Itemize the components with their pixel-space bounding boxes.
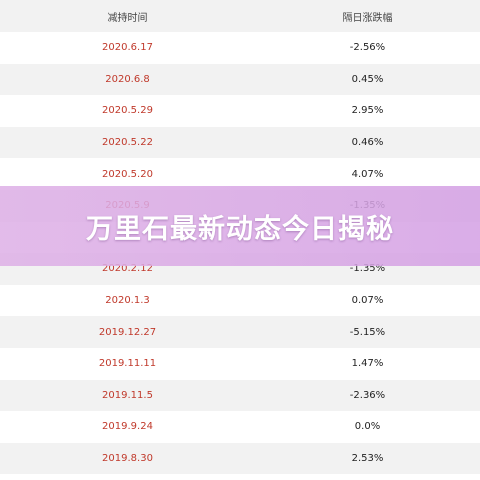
row-date: 2020.6.8 (105, 73, 150, 85)
header-next-day-change: 隔日涨跌幅 (342, 12, 393, 24)
row-date: 2020.2.12 (102, 263, 153, 275)
table-row: 2020.5.29 2.95% (0, 95, 480, 127)
table-row: 2019.11.11 1.47% (0, 347, 480, 380)
row-change: 4.07% (351, 168, 384, 180)
row-change: 0.0% (354, 421, 381, 433)
row-change: -2.56% (349, 42, 386, 54)
row-change: 2.53% (351, 453, 384, 465)
table-row: 2019.11.5 -2.36% (0, 379, 480, 412)
header-reduction-time: 减持时间 (107, 12, 148, 24)
row-date: 2020.1.3 (105, 295, 150, 307)
row-date: 2019.8.30 (102, 453, 153, 465)
row-change: 1.47% (351, 358, 384, 370)
row-date: 2020.5.22 (102, 137, 153, 149)
table-row: 2020.6.17 -2.56% (0, 32, 480, 64)
table-row: 2019.12.27 -5.15% (0, 316, 480, 348)
row-date: 2020.5.20 (102, 168, 153, 180)
table-row: 2020.5.22 0.46% (0, 126, 480, 159)
row-date: 2019.11.11 (98, 358, 157, 370)
table-row: 2020.1.3 0.07% (0, 284, 480, 317)
banner-title: 万里石最新动态今日揭秘 (86, 213, 394, 245)
table-row: 2020.5.20 4.07% (0, 158, 480, 190)
table-row: 2019.9.24 0.0% (0, 411, 480, 443)
row-date: 2019.9.24 (102, 421, 153, 433)
row-change: -1.35% (349, 263, 386, 275)
row-change: 2.95% (351, 105, 384, 117)
table-header-row: 减持时间 隔日涨跌幅 (0, 0, 480, 32)
row-date: 2020.5.29 (102, 105, 153, 117)
row-date: 2020.6.17 (102, 42, 153, 54)
table-row: 2020.6.8 0.45% (0, 63, 480, 96)
row-change: 0.45% (351, 73, 384, 85)
row-change: -5.15% (349, 326, 386, 338)
row-date: 2019.12.27 (98, 326, 157, 338)
title-banner: 万里石最新动态今日揭秘 (0, 186, 480, 266)
table-row: 2019.8.30 2.53% (0, 442, 480, 475)
row-change: 0.46% (351, 137, 384, 149)
row-date: 2019.11.5 (102, 389, 153, 401)
row-change: -2.36% (349, 389, 386, 401)
row-change: 0.07% (351, 295, 384, 307)
